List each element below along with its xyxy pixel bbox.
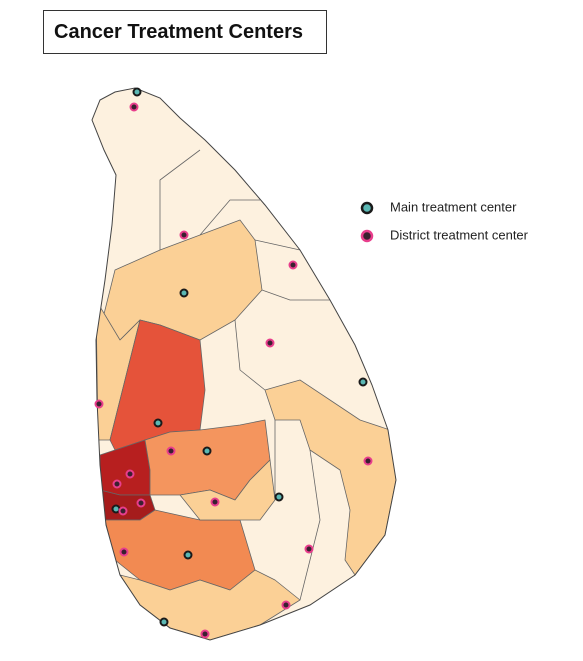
legend-label: Main treatment center xyxy=(390,199,517,214)
main-center xyxy=(132,87,142,97)
legend-district-icon xyxy=(360,229,374,243)
district-center xyxy=(136,498,146,508)
district-center xyxy=(200,629,210,639)
district-center xyxy=(288,260,298,270)
main-center xyxy=(159,617,169,627)
district-center xyxy=(179,230,189,240)
district-center xyxy=(119,547,129,557)
district-center xyxy=(281,600,291,610)
main-center xyxy=(179,288,189,298)
district-center xyxy=(210,497,220,507)
legend-label: District treatment center xyxy=(390,227,529,242)
district-center xyxy=(304,544,314,554)
map-title: Cancer Treatment Centers xyxy=(54,21,303,43)
district-centers xyxy=(94,102,373,639)
district-center xyxy=(363,456,373,466)
main-center xyxy=(202,446,212,456)
legend-main-icon xyxy=(360,201,374,215)
main-center xyxy=(183,550,193,560)
district-center xyxy=(166,446,176,456)
district-center xyxy=(118,506,128,516)
main-center xyxy=(274,492,284,502)
district-nuwara-eliya xyxy=(179,459,276,521)
main-centers xyxy=(111,87,368,627)
district-center xyxy=(94,399,104,409)
legend: Main treatment center District treatment… xyxy=(360,199,529,243)
title-box: Cancer Treatment Centers xyxy=(43,10,327,54)
island-outline xyxy=(91,87,397,641)
main-center xyxy=(358,377,368,387)
main-center xyxy=(111,504,121,514)
district-center xyxy=(129,102,139,112)
districts xyxy=(92,88,396,640)
district-center xyxy=(112,479,122,489)
district-center xyxy=(265,338,275,348)
main-center xyxy=(153,418,163,428)
district-center xyxy=(125,469,135,479)
